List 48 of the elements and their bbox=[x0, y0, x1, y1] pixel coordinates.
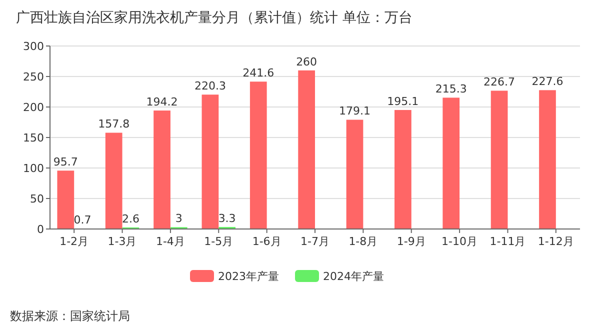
bar bbox=[442, 98, 460, 229]
y-tick-label: 0 bbox=[37, 222, 44, 236]
data-label: 227.6 bbox=[532, 75, 564, 88]
legend-label: 2024年产量 bbox=[323, 270, 384, 283]
data-label: 179.1 bbox=[339, 104, 370, 118]
bar bbox=[394, 110, 412, 229]
data-label: 194.2 bbox=[146, 96, 178, 109]
x-tick-label: 1-6月 bbox=[252, 235, 282, 248]
y-tick-label: 50 bbox=[30, 192, 44, 206]
x-tick-label: 1-7月 bbox=[300, 235, 330, 248]
x-tick-label: 1-4月 bbox=[156, 235, 185, 248]
data-label: 3 bbox=[175, 212, 182, 226]
y-tick-label: 150 bbox=[23, 131, 44, 144]
x-tick-label: 1-5月 bbox=[204, 235, 234, 248]
chart-title: 广西壮族自治区家用洗衣机产量分月（累计值）统计 单位：万台 bbox=[16, 10, 412, 26]
bar bbox=[539, 90, 556, 229]
y-tick-label: 300 bbox=[23, 40, 44, 53]
data-label: 3.3 bbox=[218, 212, 236, 225]
bar bbox=[154, 110, 170, 229]
data-label: 226.7 bbox=[484, 76, 516, 89]
bar bbox=[490, 90, 508, 229]
data-label: 260 bbox=[296, 55, 318, 68]
bar bbox=[346, 120, 364, 229]
x-tick-label: 1-9月 bbox=[396, 235, 426, 248]
x-tick-label: 1-12月 bbox=[538, 235, 574, 248]
legend-label: 2023年产量 bbox=[218, 270, 279, 283]
data-label: 215.3 bbox=[435, 82, 467, 96]
data-label: 95.7 bbox=[53, 156, 78, 169]
data-label: 220.3 bbox=[194, 80, 226, 93]
x-tick-label: 1-11月 bbox=[490, 235, 526, 248]
y-tick-label: 250 bbox=[23, 70, 44, 84]
data-label: 2.6 bbox=[122, 212, 140, 226]
data-label: 241.6 bbox=[242, 66, 274, 80]
data-label: 195.1 bbox=[387, 94, 419, 108]
bar bbox=[105, 132, 122, 229]
bar bbox=[57, 170, 74, 229]
x-tick-label: 1-8月 bbox=[348, 235, 378, 248]
data-label: 157.8 bbox=[98, 118, 130, 131]
y-tick-label: 100 bbox=[23, 162, 44, 175]
bar bbox=[202, 94, 219, 229]
x-tick-label: 1-10月 bbox=[442, 235, 478, 248]
y-tick-label: 200 bbox=[23, 100, 44, 114]
x-tick-label: 1-2月 bbox=[60, 235, 89, 248]
source-note: 数据来源：国家统计局 bbox=[10, 309, 130, 323]
bar bbox=[250, 82, 267, 229]
data-label: 0.7 bbox=[74, 214, 92, 227]
bar bbox=[298, 70, 315, 229]
x-tick-label: 1-3月 bbox=[108, 235, 137, 248]
